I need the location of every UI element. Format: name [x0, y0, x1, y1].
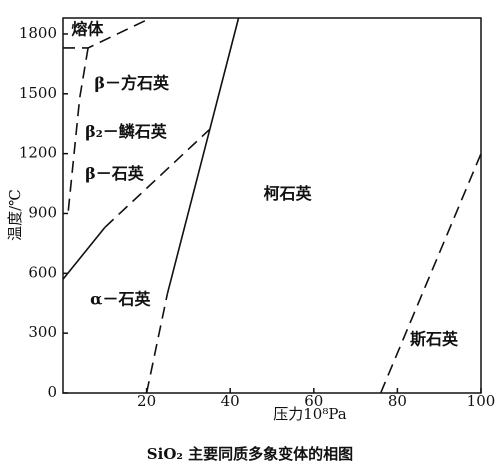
x-tick-label: 20: [137, 392, 156, 410]
y-tick-label: 1500: [19, 84, 57, 102]
x-axis-label: 压力10⁸Pa: [273, 405, 347, 423]
phase-boundary: [166, 17, 240, 294]
region-label: 熔体: [71, 19, 104, 38]
y-tick-label: 900: [28, 203, 57, 221]
y-tick-label: 300: [28, 323, 57, 341]
region-label: β－石英: [85, 164, 145, 183]
y-tick-label: 600: [28, 263, 57, 281]
y-tick-label: 1800: [19, 24, 57, 42]
region-label: β－方石英: [94, 73, 170, 92]
phase-boundary: [63, 17, 152, 49]
y-axis-label: 温度/℃: [6, 189, 24, 241]
phase-boundary: [62, 226, 106, 280]
x-tick-label: 80: [388, 392, 407, 410]
phase-boundary: [145, 293, 169, 394]
x-tick-label: 40: [221, 392, 240, 410]
region-label: 斯石英: [410, 329, 459, 348]
region-label: β₂－鳞石英: [85, 122, 168, 141]
plot-frame: [62, 17, 482, 394]
y-tick-label: 0: [47, 383, 57, 401]
y-tick-label: 1200: [19, 144, 57, 162]
x-tick-label: 100: [467, 392, 496, 410]
region-label: α－石英: [90, 289, 151, 308]
x-tick-label: 60: [304, 392, 323, 410]
caption: SiO₂ 主要同质多象变体的相图: [147, 445, 353, 463]
region-label: 柯石英: [264, 184, 313, 203]
phase-boundary: [104, 129, 210, 229]
phase-boundary: [379, 153, 482, 394]
